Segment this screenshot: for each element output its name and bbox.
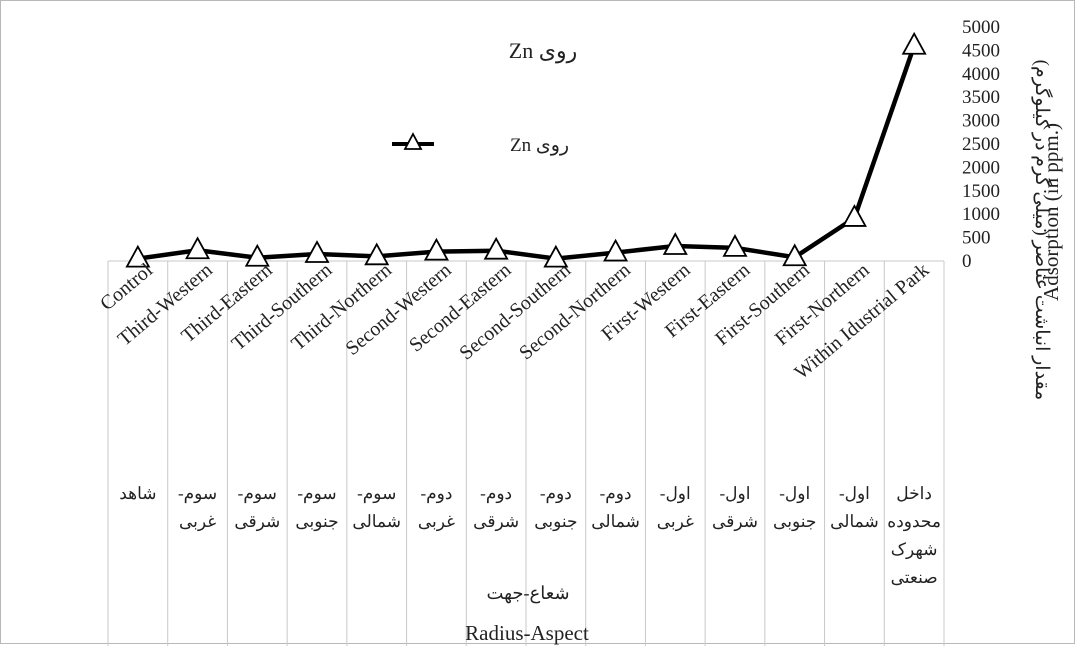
x-tick-label-fa: اول- xyxy=(779,484,810,504)
data-point-triangle xyxy=(603,238,629,262)
x-tick-label-fa: دوم- xyxy=(420,484,452,504)
x-tick-label-fa: اول- xyxy=(660,484,691,504)
x-tick-label-fa: سوم- xyxy=(357,484,396,504)
x-tick-label-fa: جنوبی xyxy=(534,512,577,532)
x-tick-label-fa: جنوبی xyxy=(295,512,338,532)
x-tick-label-fa: دوم- xyxy=(480,484,512,504)
x-tick-label-fa: غربی xyxy=(179,512,216,532)
data-point-triangle xyxy=(483,236,509,260)
x-tick-label: Second-Eastern xyxy=(405,259,515,357)
x-tick-label-fa: شرقی xyxy=(234,512,280,532)
x-tick-label-fa: دوم- xyxy=(540,484,572,504)
y-axis-title-fa: مقدار انباشت عناصر (میلی گرم در کیلوگرم) xyxy=(1031,60,1054,401)
x-tick-label-fa: سوم- xyxy=(178,484,217,504)
data-point-triangle xyxy=(304,240,330,263)
x-tick-label-fa: شرقی xyxy=(712,512,758,532)
legend-entry: روی Zn xyxy=(510,135,569,156)
data-point-triangle xyxy=(722,234,748,257)
x-tick-label-fa: شاهد xyxy=(119,484,156,503)
data-point-triangle xyxy=(901,31,927,55)
x-tick-label-fa: غربی xyxy=(657,512,694,532)
y-tick-label: 5000 xyxy=(962,17,1000,38)
x-tick-label-fa: اول- xyxy=(839,484,870,504)
x-tick-label-fa: صنعتی xyxy=(891,568,938,587)
data-point-triangle xyxy=(423,237,449,261)
data-point-triangle xyxy=(782,243,808,267)
y-tick-label: 2000 xyxy=(962,157,1000,178)
series-zn xyxy=(125,31,927,268)
y-tick-label: 3500 xyxy=(962,87,1000,108)
data-point-triangle xyxy=(125,244,151,268)
data-point-triangle xyxy=(841,204,867,227)
y-tick-label: 3000 xyxy=(962,111,1000,132)
y-tick-label: 1500 xyxy=(962,181,1000,202)
y-tick-label: 0 xyxy=(962,251,972,272)
x-tick-label-fa: داخل xyxy=(896,484,932,503)
category-table-grid xyxy=(107,260,945,646)
legend: روی Zn xyxy=(392,132,569,156)
x-tick-label-fa: شمالی xyxy=(830,512,879,531)
y-tick-label: 500 xyxy=(962,228,991,249)
x-tick-label: Second-Western xyxy=(341,259,455,360)
y-tick-label: 2500 xyxy=(962,134,1000,155)
x-tick-label-fa: جنوبی xyxy=(773,512,816,532)
x-tick-label-fa: اول- xyxy=(720,484,751,504)
x-tick-label-fa: شمالی xyxy=(352,512,401,531)
data-point-triangle xyxy=(662,232,688,255)
data-point-triangle xyxy=(543,244,569,268)
x-tick-label-fa: محدوده xyxy=(887,512,941,532)
x-tick-label-fa: شرقی xyxy=(473,512,519,532)
data-point-triangle xyxy=(244,243,270,267)
x-tick-label-fa: سوم- xyxy=(297,484,336,504)
x-tick-label-fa: شهرک xyxy=(891,540,938,560)
x-axis-categories: ControlThird-WesternThird-EasternThird-S… xyxy=(96,259,941,587)
y-tick-label: 4500 xyxy=(962,40,1000,61)
legend-marker-triangle-icon xyxy=(403,132,423,150)
data-point-triangle xyxy=(364,242,390,266)
y-axis-title-en: Adsorption (in ppm.) xyxy=(1039,123,1063,301)
x-tick-label-fa: سوم- xyxy=(238,484,277,504)
y-tick-label: 4000 xyxy=(962,64,1000,85)
chart-title: روی Zn xyxy=(509,38,577,64)
x-tick-label-fa: دوم- xyxy=(600,484,632,504)
x-tick-label-fa: غربی xyxy=(418,512,455,532)
x-tick-label-fa: شمالی xyxy=(591,512,640,531)
data-point-triangle xyxy=(185,236,211,260)
x-axis-title-en: Radius-Aspect xyxy=(465,621,589,645)
y-tick-label: 1000 xyxy=(962,204,1000,225)
x-axis-title-fa: شعاع-جهت xyxy=(486,583,569,604)
series-line xyxy=(137,44,917,261)
